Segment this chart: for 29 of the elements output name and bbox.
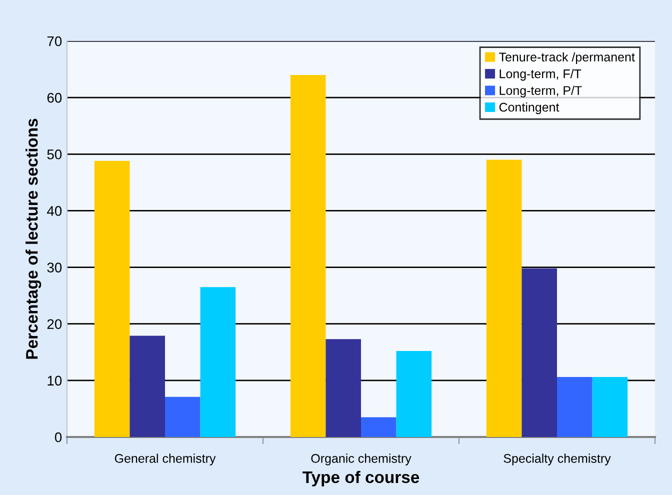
bar <box>592 377 628 437</box>
y-tick-label: 60 <box>47 92 62 103</box>
y-tick-label: 30 <box>47 262 62 272</box>
x-tick-label: General chemistry <box>114 454 216 466</box>
x-axis-title: Type of course <box>302 470 420 486</box>
legend-label: Long-term, P/T <box>500 86 582 98</box>
bar <box>165 396 200 437</box>
legend-label: Tenure-track /permanent <box>499 52 635 64</box>
bar <box>94 160 130 437</box>
x-tick-label: Organic chemistry <box>311 454 412 466</box>
bar <box>361 417 396 437</box>
bar <box>326 339 361 437</box>
legend-label: Contingent <box>499 102 560 114</box>
bar <box>396 351 432 437</box>
y-tick-label: 40 <box>47 206 62 216</box>
bar <box>522 268 557 437</box>
y-tick-label: 50 <box>47 149 62 160</box>
bar <box>557 377 592 437</box>
y-tick-label: 20 <box>47 319 62 330</box>
x-tick-label: Specialty chemistry <box>504 454 611 466</box>
legend-label: Long-term, F/T <box>500 69 582 81</box>
bar <box>130 336 165 437</box>
bar <box>200 287 236 437</box>
y-axis-title: Percentage of lecture sections <box>26 118 42 359</box>
bar <box>486 160 522 437</box>
y-tick-label: 10 <box>48 376 62 386</box>
y-tick-label: 0 <box>54 432 62 442</box>
bar <box>290 74 326 437</box>
y-tick-label: 70 <box>47 36 62 46</box>
